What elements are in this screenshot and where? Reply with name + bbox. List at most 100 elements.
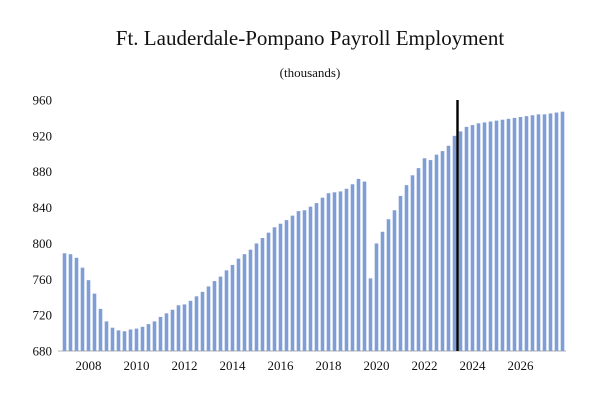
bar — [500, 119, 505, 351]
bar — [176, 305, 181, 351]
bar — [410, 175, 415, 351]
bar — [554, 112, 559, 351]
bar — [218, 276, 223, 351]
bar — [332, 192, 337, 351]
chart-subtitle: (thousands) — [280, 65, 341, 80]
bar — [170, 309, 175, 351]
y-tick-label: 680 — [33, 344, 53, 359]
bar — [260, 238, 265, 351]
bar — [200, 291, 205, 351]
x-tick-label: 2014 — [220, 358, 247, 373]
bar — [188, 300, 193, 351]
y-tick-label: 760 — [33, 272, 53, 287]
bar — [236, 258, 241, 351]
bar — [494, 120, 499, 351]
bar — [326, 193, 331, 351]
bar — [248, 249, 253, 351]
bar — [74, 257, 79, 351]
bar — [476, 123, 481, 351]
bar — [398, 195, 403, 351]
bar — [458, 131, 463, 351]
bar — [254, 243, 259, 351]
bar — [536, 114, 541, 351]
y-tick-label: 880 — [33, 164, 53, 179]
bar — [422, 158, 427, 351]
bar — [242, 254, 247, 351]
x-tick-label: 2016 — [268, 358, 295, 373]
bar — [308, 206, 313, 351]
bar — [272, 227, 277, 351]
bar — [194, 296, 199, 351]
y-tick-label: 840 — [33, 200, 53, 215]
bar — [110, 327, 115, 351]
bar — [278, 223, 283, 351]
bar — [122, 331, 127, 351]
x-tick-label: 2010 — [124, 358, 150, 373]
y-axis: 680 720 760 800 840 880 920 960 — [33, 93, 53, 359]
bar — [128, 329, 133, 351]
bar — [530, 115, 535, 351]
bar — [482, 122, 487, 352]
bar — [506, 118, 511, 351]
bar — [134, 328, 139, 351]
bar — [542, 114, 547, 351]
bar — [224, 270, 229, 351]
bar — [212, 281, 217, 351]
bar — [116, 330, 121, 351]
x-tick-label: 2008 — [76, 358, 102, 373]
y-tick-label: 800 — [33, 236, 53, 251]
bar — [512, 117, 517, 351]
bar — [470, 125, 475, 351]
bar — [434, 154, 439, 351]
bar — [392, 210, 397, 351]
bar — [518, 117, 523, 352]
bar — [416, 168, 421, 351]
bar — [404, 185, 409, 351]
bar — [464, 126, 469, 352]
bar — [488, 121, 493, 351]
bar — [368, 278, 373, 351]
bar — [560, 111, 565, 352]
y-tick-label: 720 — [33, 308, 53, 323]
bar — [140, 326, 145, 351]
bar — [380, 231, 385, 351]
bar — [80, 267, 85, 351]
bar — [440, 151, 445, 351]
bar — [428, 160, 433, 351]
bar — [230, 264, 235, 351]
x-tick-label: 2026 — [508, 358, 535, 373]
bar — [284, 220, 289, 351]
x-tick-label: 2012 — [172, 358, 198, 373]
bar — [68, 254, 73, 351]
bar — [350, 184, 355, 351]
x-tick-label: 2024 — [460, 358, 487, 373]
x-tick-label: 2018 — [316, 358, 342, 373]
bar — [206, 286, 211, 351]
x-tick-label: 2020 — [364, 358, 390, 373]
chart-title: Ft. Lauderdale-Pompano Payroll Employmen… — [116, 26, 505, 50]
bar-series — [62, 111, 565, 352]
bar — [374, 243, 379, 351]
bar — [290, 215, 295, 351]
bar — [302, 210, 307, 351]
bar — [98, 308, 103, 351]
bar — [446, 145, 451, 351]
bar — [146, 324, 151, 351]
y-tick-label: 960 — [33, 93, 53, 108]
bar — [92, 293, 97, 351]
bar — [158, 316, 163, 351]
y-tick-label: 920 — [33, 128, 53, 143]
bar — [548, 113, 553, 351]
bar — [524, 116, 529, 351]
bar — [62, 253, 67, 351]
x-axis: 2008 2010 2012 2014 2016 2018 2020 2022 2024 2026 — [58, 350, 566, 373]
bar — [386, 219, 391, 351]
x-tick-label: 2022 — [412, 358, 438, 373]
bar — [314, 203, 319, 351]
bar — [344, 188, 349, 351]
bar — [320, 197, 325, 351]
bar — [104, 321, 109, 351]
bar — [164, 313, 169, 351]
